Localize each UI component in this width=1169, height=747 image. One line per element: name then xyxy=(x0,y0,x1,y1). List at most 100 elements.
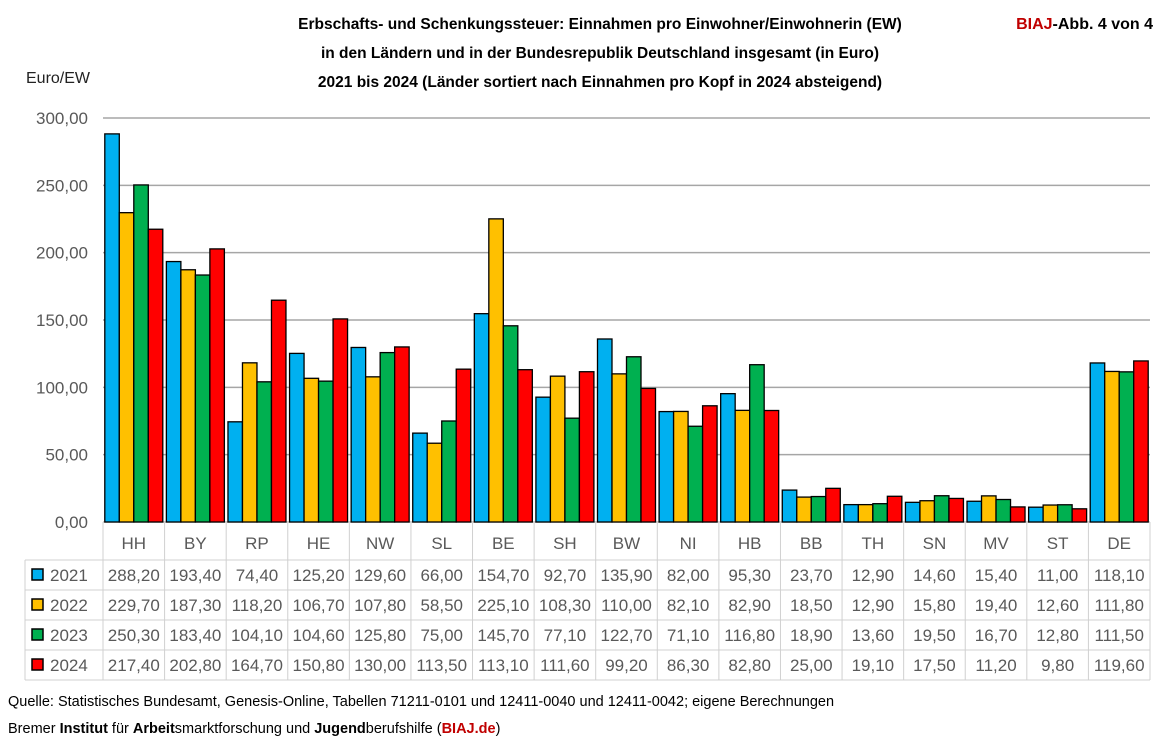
publisher-note-part: Arbeit xyxy=(132,721,175,737)
badge-brand: BIAJ xyxy=(1016,16,1053,33)
bar-2021-BB xyxy=(781,489,798,523)
source-note: Quelle: Statistisches Bundesamt, Genesis… xyxy=(8,694,835,710)
publisher-note-part: Institut xyxy=(59,721,108,737)
bar-2024-SN xyxy=(948,497,965,523)
data-label: 12,90 xyxy=(852,596,895,615)
bar-2022-MV xyxy=(980,495,997,523)
data-label: 104,60 xyxy=(293,626,345,645)
data-label: 11,00 xyxy=(1037,566,1078,585)
data-label: 14,60 xyxy=(913,566,956,585)
x-tick-label: BW xyxy=(613,534,640,553)
data-label: 110,00 xyxy=(601,596,652,615)
data-label: 82,80 xyxy=(728,656,771,675)
bar-2024-SH xyxy=(578,371,595,523)
publisher-note-part: ) xyxy=(495,721,501,737)
bar-2021-TH xyxy=(843,503,860,523)
bar-2021-HB xyxy=(720,393,736,523)
bar-2023-MV xyxy=(995,498,1012,523)
x-tick-label: SN xyxy=(923,534,947,553)
x-tick-label: HE xyxy=(307,534,331,553)
bar-2023-HB xyxy=(749,364,765,523)
publisher-note-part: Bremer xyxy=(8,721,60,737)
data-label: 154,70 xyxy=(477,566,529,585)
bar-2021-SN xyxy=(904,501,921,523)
bar-2024-NI xyxy=(701,405,718,523)
bar-2021-NW xyxy=(350,346,367,523)
bar-2024-HE xyxy=(332,318,349,523)
data-label: 71,10 xyxy=(667,626,710,645)
x-tick-label: TH xyxy=(862,534,885,553)
data-label: 92,70 xyxy=(544,566,587,585)
bar-2021-HH xyxy=(104,133,120,523)
data-label: 150,80 xyxy=(293,656,345,675)
title-line-2: in den Ländern und in der Bundesrepublik… xyxy=(320,45,880,62)
bar-2024-BW xyxy=(640,387,657,523)
bar-2024-BY xyxy=(209,248,226,523)
bar-2022-NI xyxy=(672,410,689,523)
bar-2024-DE xyxy=(1133,360,1149,523)
bar-2024-HB xyxy=(763,409,780,523)
data-label: 25,00 xyxy=(790,656,833,675)
data-label: 217,40 xyxy=(108,656,160,675)
y-tick-label: 300,00 xyxy=(36,109,88,128)
data-label: 95,30 xyxy=(728,566,771,585)
data-label: 99,20 xyxy=(605,656,648,675)
bar-2024-SL xyxy=(455,368,472,523)
x-tick-label: RP xyxy=(245,534,269,553)
bar-2023-SL xyxy=(441,420,457,523)
data-label: 187,30 xyxy=(169,596,221,615)
data-label: 82,90 xyxy=(728,596,771,615)
x-tick-label: BB xyxy=(800,534,823,553)
y-tick-label: 50,00 xyxy=(45,446,88,465)
figure-badge: BIAJ-Abb. 4 von 4 xyxy=(1016,16,1153,34)
data-label: 111,60 xyxy=(540,656,589,675)
data-label: 77,10 xyxy=(544,626,587,645)
bar-2022-DE xyxy=(1104,370,1120,523)
legend-label: 2024 xyxy=(50,656,88,675)
y-tick-label: 150,00 xyxy=(36,311,88,330)
bar-2021-BE xyxy=(473,313,490,523)
data-label: 82,00 xyxy=(667,566,710,585)
data-label: 118,20 xyxy=(232,596,283,615)
data-label: 13,60 xyxy=(852,626,895,645)
bar-2023-NI xyxy=(687,425,704,523)
bar-2023-BW xyxy=(625,356,642,523)
data-label: 15,40 xyxy=(975,566,1018,585)
bar-2021-HE xyxy=(288,352,305,523)
data-label: 125,20 xyxy=(293,566,345,585)
data-label: 66,00 xyxy=(420,566,463,585)
y-axis-label: Euro/EW xyxy=(26,70,91,87)
data-label: 18,50 xyxy=(790,596,833,615)
data-label: 19,50 xyxy=(913,626,956,645)
data-label: 106,70 xyxy=(293,596,345,615)
bar-2022-ST xyxy=(1042,504,1059,523)
chart-plot: 0,00 50,00 100,00 150,00 200,00 250,00 300,00 H… xyxy=(24,109,1151,681)
bar-2021-SH xyxy=(535,396,552,523)
x-tick-label: NW xyxy=(366,534,394,553)
bar-2021-MV xyxy=(966,500,983,523)
bar-2021-RP xyxy=(227,421,244,523)
y-tick-label: 0,00 xyxy=(55,513,88,532)
bar-2023-BE xyxy=(502,325,519,523)
data-label: 119,60 xyxy=(1094,656,1145,675)
bar-2022-RP xyxy=(241,362,258,523)
data-label: 108,30 xyxy=(539,596,591,615)
publisher-note-part: Jugend xyxy=(314,721,366,737)
legend-label: 2021 xyxy=(50,566,88,585)
x-tick-label: MV xyxy=(983,534,1009,553)
data-label: 104,10 xyxy=(231,626,283,645)
badge-text: -Abb. 4 von 4 xyxy=(1052,16,1153,33)
y-tick-label: 100,00 xyxy=(36,378,88,397)
x-tick-label: HB xyxy=(738,534,762,553)
data-label: 135,90 xyxy=(601,566,653,585)
data-label: 15,80 xyxy=(913,596,956,615)
data-label: 16,70 xyxy=(975,626,1018,645)
y-tick-label: 200,00 xyxy=(36,244,88,263)
y-tick-label: 250,00 xyxy=(36,176,88,195)
bar-2022-NW xyxy=(364,376,381,523)
data-label: 229,70 xyxy=(108,596,160,615)
data-label: 164,70 xyxy=(231,656,283,675)
data-label: 82,10 xyxy=(667,596,710,615)
data-label: 145,70 xyxy=(477,626,529,645)
